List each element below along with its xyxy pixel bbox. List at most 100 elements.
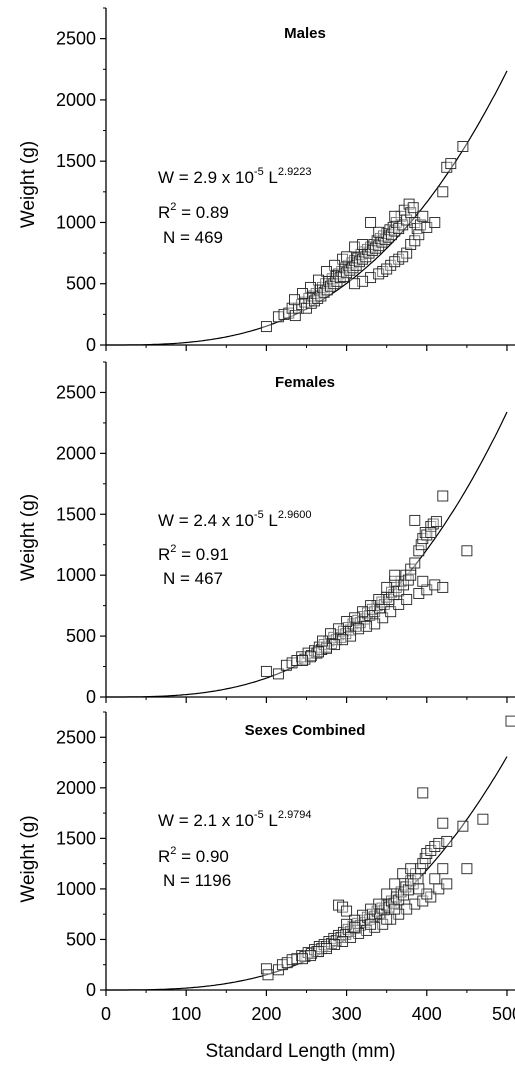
- n-label: N = 1196: [163, 871, 231, 890]
- y-tick-label: 2000: [56, 778, 96, 798]
- data-point: [365, 918, 377, 930]
- data-point: [313, 946, 324, 958]
- data-point: [305, 281, 316, 293]
- data-point: [325, 628, 336, 640]
- data-point: [373, 226, 385, 238]
- y-tick-label: 0: [86, 980, 96, 1000]
- x-tick-label: 0: [101, 1004, 111, 1024]
- equation-exponent: -5: [254, 166, 264, 178]
- data-point: [289, 294, 300, 306]
- equation-prefix: W = 2.4 x 10: [158, 511, 254, 530]
- data-point: [393, 253, 405, 265]
- equation-label: W = 2.1 x 10-5 L2.9794: [158, 809, 312, 830]
- equation-l: L: [264, 511, 278, 530]
- panel-title: Males: [284, 25, 326, 42]
- data-point: [299, 653, 311, 665]
- data-point: [419, 527, 431, 538]
- data-point: [427, 518, 439, 530]
- data-point: [341, 918, 353, 930]
- data-point: [441, 878, 453, 890]
- data-point: [357, 606, 369, 618]
- data-point: [349, 278, 361, 290]
- data-point: [417, 895, 429, 907]
- data-point: [365, 272, 377, 284]
- n-label: N = 469: [163, 228, 223, 247]
- data-point: [297, 288, 308, 299]
- data-point: [365, 600, 377, 612]
- data-point: [329, 939, 341, 950]
- r-squared-label: R2 = 0.91: [158, 543, 229, 564]
- data-point: [381, 913, 393, 925]
- data-point: [429, 217, 441, 228]
- data-point: [407, 202, 419, 214]
- data-point: [381, 888, 393, 900]
- data-point: [377, 266, 389, 277]
- data-point: [409, 235, 421, 247]
- data-point: [313, 274, 324, 286]
- r2-r: R: [158, 545, 170, 564]
- data-point: [437, 490, 449, 502]
- panel-3: 0 500 1000 1500 2000 2500 0 100 200 300 400 500 Weig…: [18, 711, 515, 1062]
- x-tick-label: 400: [412, 1004, 442, 1024]
- data-point: [349, 241, 361, 253]
- data-point: [457, 820, 469, 832]
- data-point: [329, 259, 341, 271]
- r2-value: = 0.91: [176, 545, 228, 564]
- y-tick-label: 2500: [56, 727, 96, 747]
- y-tick-label: 1500: [56, 828, 96, 848]
- panel-title: Females: [275, 374, 335, 391]
- data-point: [386, 229, 397, 241]
- data-point: [312, 292, 324, 304]
- data-point: [437, 863, 449, 875]
- data-point: [393, 223, 405, 235]
- y-axis-title: Weight (g): [18, 141, 39, 228]
- data-point: [349, 612, 361, 624]
- data-point: [437, 817, 449, 829]
- data-point: [361, 924, 373, 936]
- data-point: [329, 639, 341, 651]
- data-point: [365, 217, 377, 228]
- y-tick-label: 500: [66, 929, 96, 949]
- r2-value: = 0.89: [176, 203, 228, 222]
- equation-exponent: -5: [254, 809, 264, 821]
- data-point: [405, 863, 417, 875]
- data-point: [369, 921, 381, 933]
- data-point: [317, 635, 328, 647]
- data-point: [409, 514, 421, 526]
- data-point: [389, 903, 401, 915]
- data-point: [417, 210, 429, 222]
- data-point: [437, 581, 449, 593]
- data-point: [350, 259, 362, 271]
- data-point: [337, 901, 349, 913]
- data-point: [365, 903, 377, 915]
- data-point: [413, 545, 425, 557]
- r2-sup: 2: [170, 543, 176, 555]
- data-point: [461, 545, 473, 557]
- data-point: [425, 891, 437, 903]
- data-points: [260, 141, 469, 333]
- equation-power: 2.9223: [278, 166, 312, 178]
- r2-sup: 2: [170, 201, 176, 213]
- data-point: [305, 651, 316, 663]
- r2-r: R: [158, 203, 170, 222]
- data-point: [260, 665, 272, 677]
- data-point: [389, 210, 401, 222]
- data-point: [403, 198, 415, 210]
- data-point: [260, 321, 272, 333]
- data-point: [477, 813, 489, 825]
- data-point: [417, 575, 429, 587]
- data-point: [385, 259, 397, 271]
- x-tick-label: 200: [251, 1004, 281, 1024]
- data-point: [321, 284, 333, 296]
- data-point: [417, 787, 429, 799]
- data-point: [425, 527, 437, 538]
- data-point: [445, 158, 457, 170]
- data-point: [409, 217, 421, 228]
- data-point: [413, 883, 425, 895]
- equation-l: L: [264, 168, 278, 187]
- data-point: [353, 623, 365, 635]
- y-tick-label: 500: [66, 626, 96, 646]
- x-axis-title: Standard Length (mm): [205, 1041, 395, 1062]
- data-point: [421, 529, 433, 541]
- data-point: [280, 659, 292, 671]
